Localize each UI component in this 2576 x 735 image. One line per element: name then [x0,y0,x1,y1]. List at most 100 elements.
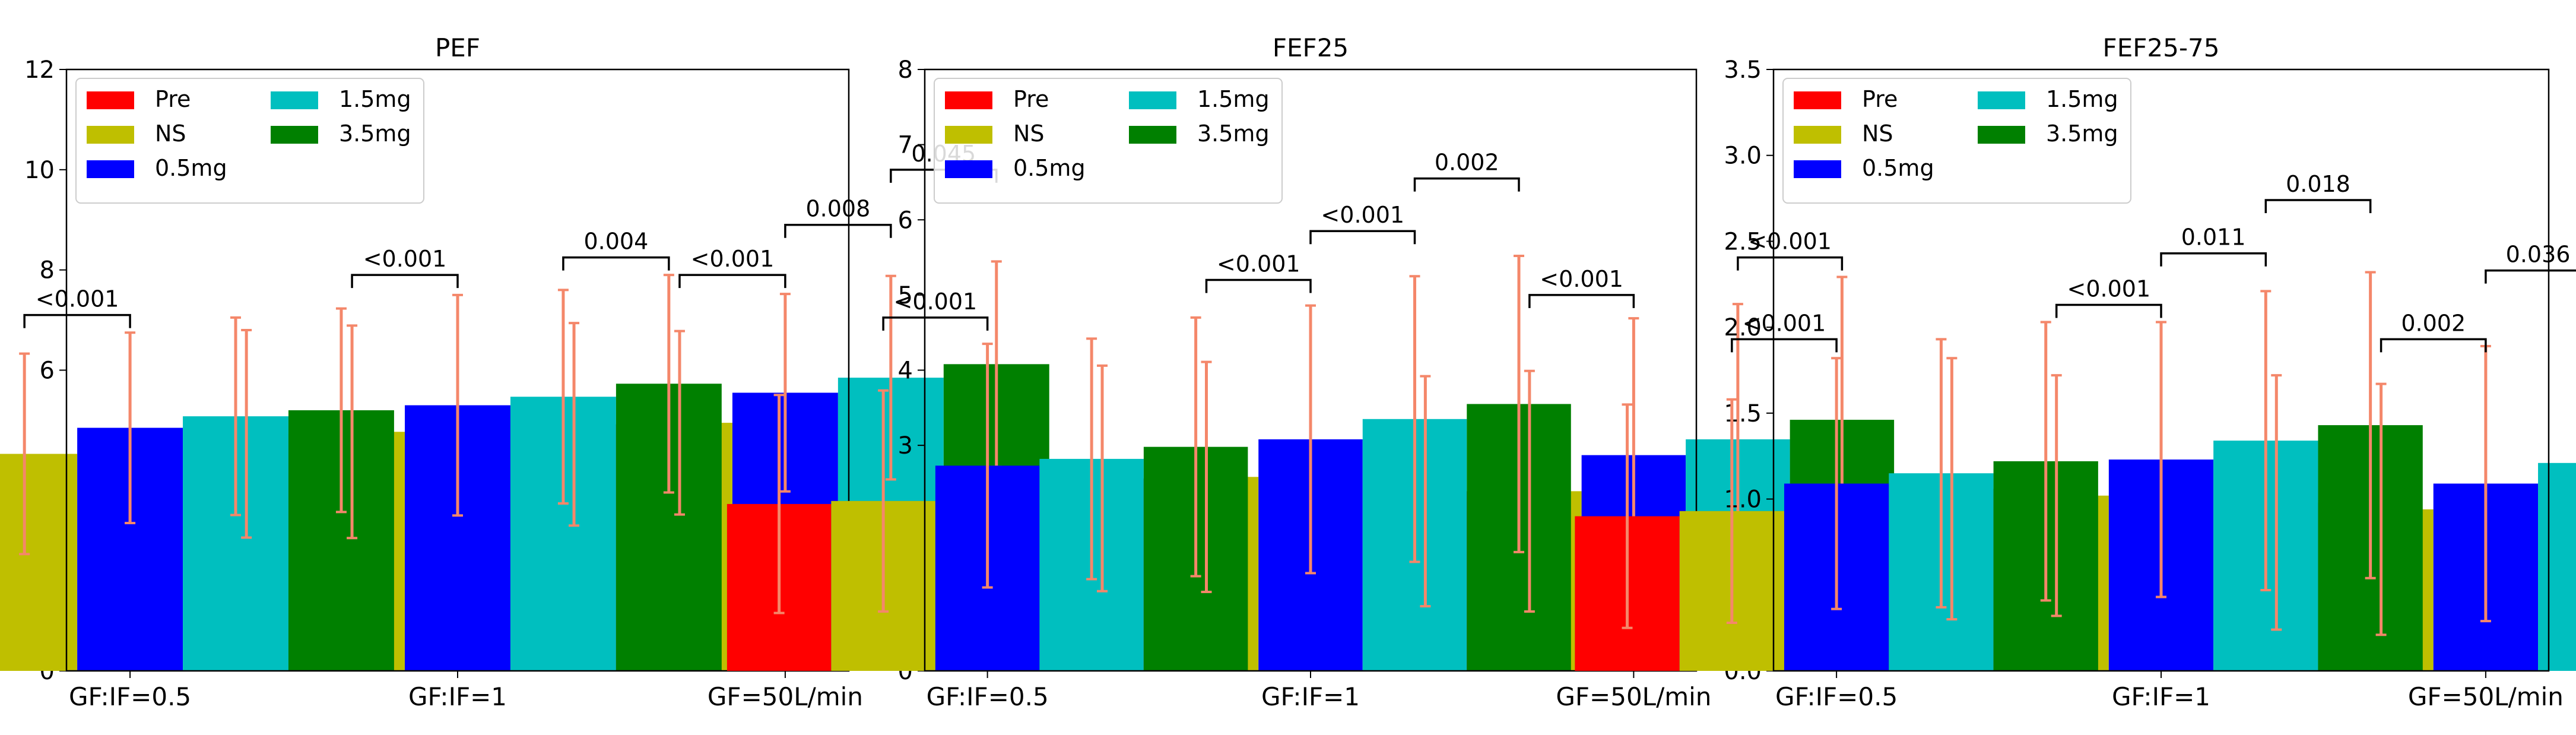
p-value-label: 0.004 [583,229,648,255]
legend-label: 0.5mg [1862,155,1934,181]
legend-label: 3.5mg [1197,121,1270,147]
y-tick-label: 3.0 [1724,142,1762,170]
legend-swatch-15mg [271,91,318,109]
p-value-label: <0.001 [1540,266,1623,292]
y-tick-label: 8 [40,257,55,284]
p-value-label: 0.011 [2181,224,2246,251]
y-tick-label: 3.5 [1724,56,1762,84]
axes-frame [65,68,850,672]
p-value-label: <0.001 [1743,310,1826,336]
p-value-label: <0.001 [691,246,775,272]
significance-bracket [1309,230,1416,245]
chart-title: FEF25 [1273,33,1349,62]
legend-label: 1.5mg [1197,86,1270,112]
y-tick-label: 8 [898,56,913,84]
bar-NS-0 [0,454,78,671]
x-tick-label: GF:IF=1 [2112,682,2210,711]
p-value-label: <0.001 [1748,229,1832,255]
significance-bracket [882,316,989,331]
legend-label: NS [155,121,186,147]
legend-label: 1.5mg [339,86,411,112]
legend-swatch-NS [1794,126,1841,144]
axes-frame [924,68,1698,672]
legend-swatch-Pre [945,91,992,109]
legend-box [1782,78,2131,204]
p-value-label: <0.001 [1321,202,1404,228]
legend-swatch-Pre [87,91,134,109]
significance-bracket [2160,252,2267,267]
significance-bracket [2055,303,2162,318]
y-tick-label: 2.0 [1724,314,1762,341]
legend-label: Pre [1862,86,1898,112]
significance-bracket [784,223,892,238]
legend-swatch-Pre [1794,91,1841,109]
x-tick-label: GF:IF=1 [408,682,507,711]
p-value-label: <0.001 [1217,251,1300,277]
significance-bracket [1413,177,1520,192]
significance-bracket [1528,294,1635,308]
significance-bracket [1731,338,1838,353]
x-tick-label: GF:IF=0.5 [927,682,1049,711]
legend-swatch-35mg [271,126,318,144]
significance-bracket [2380,338,2487,353]
p-value-label: 0.018 [2286,171,2350,197]
legend-label: 3.5mg [2046,121,2118,147]
legend-label: Pre [155,86,191,112]
legend-swatch-NS [87,126,134,144]
legend-swatch-05mg [87,160,134,178]
legend-swatch-NS [945,126,992,144]
y-tick-label: 5 [898,282,913,309]
y-tick-label: 1.5 [1724,400,1762,427]
legend-swatch-05mg [1794,160,1841,178]
y-tick-label: 3 [898,432,913,460]
legend-swatch-05mg [945,160,992,178]
significance-bracket [678,274,786,289]
y-tick-label: 2.5 [1724,228,1762,255]
legend-swatch-15mg [1978,91,2025,109]
significance-bracket [2264,199,2372,213]
y-tick-label: 6 [40,357,55,385]
p-value-label: <0.001 [363,246,447,272]
significance-bracket [1205,278,1312,293]
p-value-label: 0.002 [1435,150,1499,176]
legend-swatch-15mg [1129,91,1176,109]
legend-swatch-35mg [1129,126,1176,144]
significance-bracket [562,256,670,271]
x-tick-label: GF:IF=0.5 [1775,682,1898,711]
legend-box [934,78,1283,204]
p-value-label: <0.001 [36,286,119,312]
x-tick-label: GF=50L/min [1556,682,1711,711]
p-value-label: 0.036 [2506,242,2571,268]
p-value-label: 0.008 [805,196,870,222]
axes-frame [1772,68,2550,672]
x-tick-label: GF=50L/min [708,682,863,711]
significance-bracket [23,313,131,328]
chart-title: FEF25-75 [2103,33,2220,62]
bar-15mg-2 [2538,462,2576,671]
significance-bracket [1737,256,1844,271]
legend-label: NS [1013,121,1045,147]
legend-swatch-35mg [1978,126,2025,144]
legend-label: Pre [1013,86,1049,112]
y-tick-label: 10 [24,157,55,184]
y-tick-label: 6 [898,207,913,234]
y-tick-label: 7 [898,132,913,159]
legend-label: 0.5mg [1013,155,1086,181]
significance-bracket [2485,269,2576,284]
legend-box [75,78,424,204]
y-tick-label: 4 [898,357,913,385]
p-value-label: 0.002 [2401,310,2466,336]
x-tick-label: GF=50L/min [2408,682,2564,711]
significance-bracket [351,274,459,289]
p-value-label: <0.001 [2067,276,2151,302]
y-tick-label: 12 [24,56,55,84]
x-tick-label: GF:IF=0.5 [69,682,191,711]
legend-label: 1.5mg [2046,86,2118,112]
legend-label: 3.5mg [339,121,411,147]
chart-title: PEF [435,33,480,62]
p-value-label: <0.001 [894,289,978,315]
legend-label: 0.5mg [155,155,227,181]
y-tick-label: 1.0 [1724,486,1762,514]
x-tick-label: GF:IF=1 [1261,682,1360,711]
